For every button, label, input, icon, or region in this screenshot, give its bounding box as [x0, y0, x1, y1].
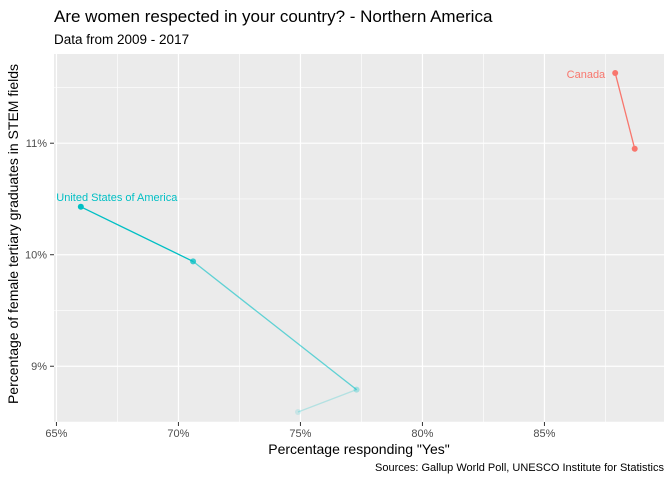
x-tick-label: 80% [411, 428, 433, 440]
x-tick-label: 85% [533, 428, 555, 440]
y-tick-label: 11% [26, 138, 47, 150]
series-segment [297, 389, 357, 413]
data-point [190, 258, 197, 265]
series-lines [80, 72, 636, 413]
x-tick-label: 65% [45, 428, 67, 440]
data-points [77, 69, 638, 415]
series-label: Canada [567, 69, 606, 81]
x-tick-label: 70% [167, 428, 189, 440]
series-segment [192, 260, 357, 391]
y-axis: 9% 10% 11% [25, 138, 54, 373]
y-tick-label: 10% [25, 250, 47, 262]
series-labels: Canada United States of America [56, 69, 606, 204]
x-axis: 65% 70% 75% 80% 85% [45, 422, 556, 440]
x-axis-label: Percentage responding "Yes" [268, 441, 449, 457]
series-label: United States of America [56, 192, 178, 204]
y-tick-label: 9% [31, 361, 47, 373]
series-segment [80, 206, 194, 263]
y-axis-label: Percentage of female tertiary graduates … [5, 64, 21, 404]
grid-major [54, 54, 664, 422]
data-point [353, 386, 360, 393]
data-point [77, 203, 84, 210]
chart-title: Are women respected in your country? - N… [54, 7, 493, 26]
data-point [612, 69, 619, 76]
x-tick-label: 75% [289, 428, 311, 440]
plot-panel [54, 54, 664, 422]
data-point [295, 408, 301, 415]
chart-subtitle: Data from 2009 - 2017 [54, 32, 189, 47]
data-point [631, 145, 638, 152]
grid-minor [54, 54, 664, 423]
chart-caption: Sources: Gallup World Poll, UNESCO Insti… [375, 462, 664, 474]
series-segment [614, 72, 636, 149]
